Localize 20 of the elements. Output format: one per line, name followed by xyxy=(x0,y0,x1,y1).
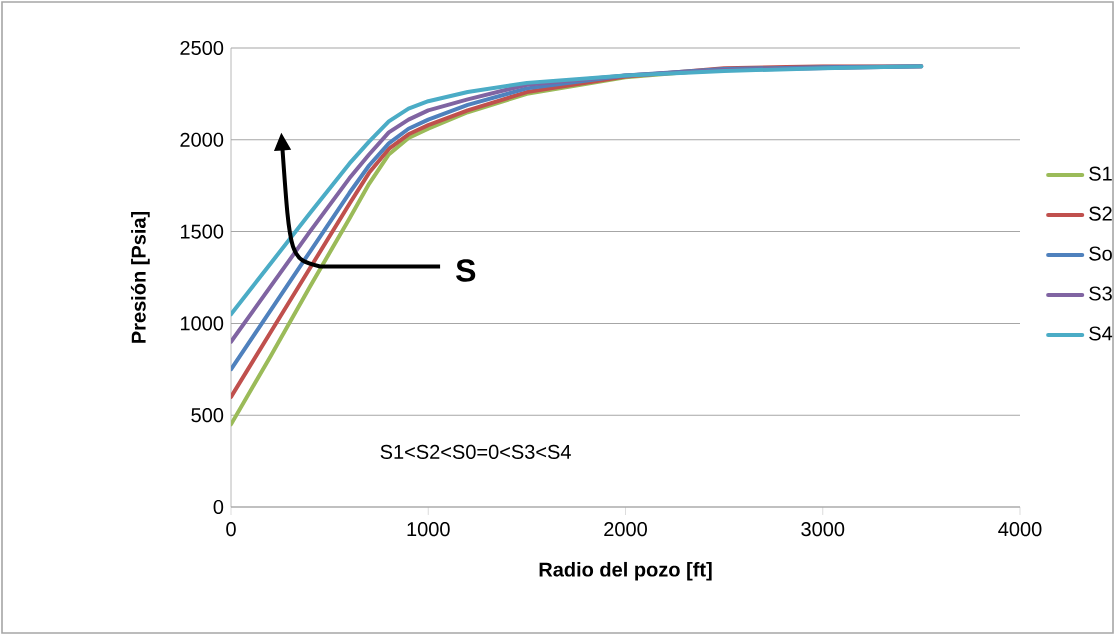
x-tick-label: 0 xyxy=(226,522,236,537)
y-tick-label: 2500 xyxy=(180,40,224,56)
y-tick-label: 0 xyxy=(213,499,224,515)
x-tick-label: 2000 xyxy=(604,522,647,537)
legend-label: S4 xyxy=(1089,326,1113,341)
annotation: S1<S2<S0=0<S3<S4 xyxy=(380,444,571,459)
y-axis-title: Presión [Psia] xyxy=(130,211,150,343)
x-tick-label: 3000 xyxy=(801,522,845,537)
legend-label: S1 xyxy=(1089,166,1112,181)
y-tick-label: 2000 xyxy=(180,132,224,147)
y-tick-label: 1500 xyxy=(180,224,224,239)
annotation: S xyxy=(456,259,476,282)
y-tick-label: 500 xyxy=(191,408,224,423)
legend-label: S2 xyxy=(1089,206,1112,221)
legend-label: So xyxy=(1089,246,1112,261)
x-axis-title: Radio del pozo [ft] xyxy=(539,561,712,581)
x-tick-label: 1000 xyxy=(407,522,450,537)
x-tick-label: 4000 xyxy=(998,522,1042,537)
legend-label: S3 xyxy=(1089,286,1112,301)
y-tick-label: 1000 xyxy=(180,316,224,331)
